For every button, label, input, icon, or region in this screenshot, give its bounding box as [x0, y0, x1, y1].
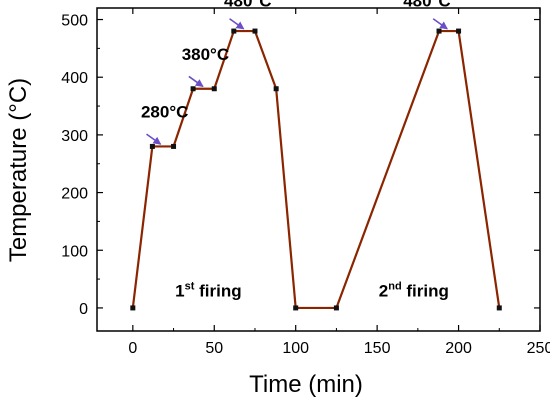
firing-label-layer: 1st firing 2nd firing — [175, 280, 449, 300]
x-axis-title: Time (min) — [249, 371, 363, 398]
y-tick-label: 400 — [61, 70, 88, 87]
x-tick-label: 0 — [128, 340, 137, 357]
series-line — [131, 29, 501, 310]
data-point — [273, 86, 279, 92]
y-tick-label: 500 — [61, 13, 88, 30]
x-tick-label: 150 — [364, 340, 391, 357]
series-layer — [130, 28, 502, 311]
y-axis: 0 100 200 300 400 500 — [61, 13, 540, 318]
temperature-annotation: 480°C — [224, 0, 271, 10]
x-tick-label: 250 — [527, 340, 550, 357]
firing-label: 1st firing — [175, 280, 241, 300]
x-axis: 0 50 100 150 200 250 — [128, 8, 550, 357]
data-point — [293, 305, 299, 311]
data-point — [436, 28, 442, 34]
x-tick-label: 200 — [445, 340, 472, 357]
data-point — [231, 28, 237, 34]
temperature-annotation: 480°C — [403, 0, 450, 10]
y-tick-label: 200 — [61, 186, 88, 203]
x-tick-label: 100 — [282, 340, 309, 357]
plot-area — [96, 7, 541, 332]
annotation-arrow — [146, 133, 162, 145]
firing-label: 2nd firing — [379, 280, 449, 300]
data-point — [456, 28, 462, 34]
y-axis-title: Temperature (°C) — [5, 78, 32, 262]
data-point — [171, 143, 177, 149]
y-tick-label: 300 — [61, 128, 88, 145]
y-tick-label: 100 — [61, 243, 88, 260]
y-tick-label: 0 — [79, 301, 88, 318]
data-point — [190, 86, 196, 92]
annotation-arrow — [188, 75, 204, 88]
data-point — [252, 28, 258, 34]
data-point — [333, 305, 339, 311]
plot-frame — [96, 7, 541, 332]
annotation-arrow — [229, 18, 245, 30]
data-point — [149, 143, 155, 149]
annotation-arrow — [432, 18, 448, 30]
temperature-annotation: 280°C — [141, 103, 188, 122]
data-point — [130, 305, 136, 311]
x-tick-label: 50 — [205, 340, 223, 357]
data-point — [496, 305, 502, 311]
data-point — [211, 86, 217, 92]
temperature-annotation: 380°C — [182, 45, 229, 64]
annotation-layer: 280°C 380°C 480°C 480°C — [141, 0, 451, 145]
